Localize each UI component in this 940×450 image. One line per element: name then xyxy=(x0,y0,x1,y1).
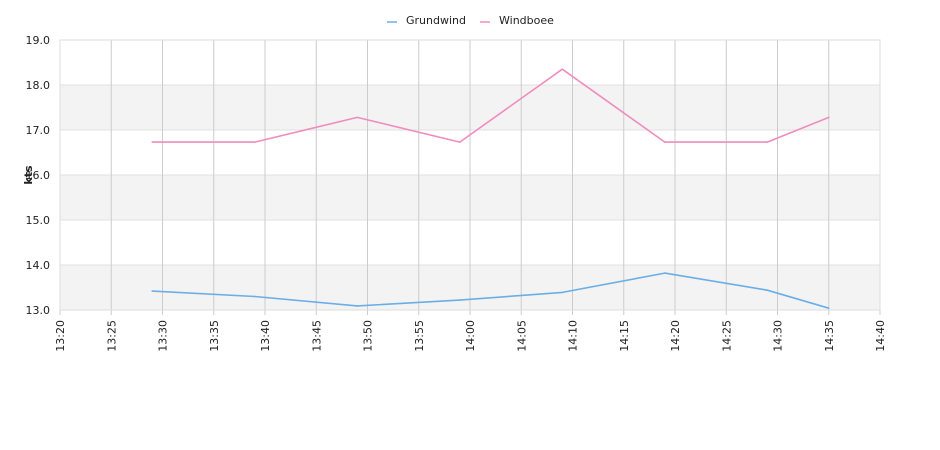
x-tick-label: 14:00 xyxy=(464,320,477,352)
x-tick-label: 13:50 xyxy=(362,320,375,352)
x-tick-label: 14:30 xyxy=(772,320,785,352)
legend[interactable]: Grundwind Windboee xyxy=(387,14,554,27)
y-axis-tick-labels: 13.0 14.0 15.0 16.0 17.0 18.0 19.0 xyxy=(26,34,51,317)
data-point[interactable] xyxy=(253,295,256,298)
legend-item-windboee[interactable]: Windboee xyxy=(480,14,554,27)
data-point[interactable] xyxy=(663,272,666,274)
data-point[interactable] xyxy=(766,289,769,292)
series-lines xyxy=(151,68,830,310)
legend-item-grundwind[interactable]: Grundwind xyxy=(387,14,466,27)
plot-area-border xyxy=(59,39,881,311)
x-tick-label: 13:45 xyxy=(310,320,323,352)
x-tick-label: 14:20 xyxy=(669,320,682,352)
x-axis-tick-labels: 13:20 13:25 13:30 13:35 13:40 13:45 13:50 13:55… xyxy=(54,320,887,352)
data-point[interactable] xyxy=(561,68,564,71)
data-point[interactable] xyxy=(827,307,830,310)
y-axis-title: kts xyxy=(22,165,35,185)
y-tick-label: 13.0 xyxy=(26,304,51,317)
data-point[interactable] xyxy=(151,141,154,143)
data-point[interactable] xyxy=(458,141,461,143)
y-tick-label: 19.0 xyxy=(26,34,51,47)
x-tick-label: 14:25 xyxy=(720,320,733,352)
x-tick-label: 14:15 xyxy=(618,320,631,352)
x-tick-label: 13:35 xyxy=(208,320,221,352)
series-line-windboee[interactable] xyxy=(152,68,830,143)
y-tick-label: 14.0 xyxy=(26,259,51,272)
y-tick-label: 18.0 xyxy=(26,79,51,92)
x-tick-label: 13:25 xyxy=(105,320,118,352)
y-tick-label: 15.0 xyxy=(26,214,51,227)
legend-label: Grundwind xyxy=(406,14,466,27)
data-point[interactable] xyxy=(151,290,154,292)
data-point[interactable] xyxy=(561,291,564,294)
x-tick-label: 14:10 xyxy=(567,320,580,352)
x-tick-label: 13:55 xyxy=(413,320,426,352)
x-tick-label: 14:40 xyxy=(874,320,887,352)
data-point[interactable] xyxy=(663,141,666,143)
x-tick-label: 14:05 xyxy=(515,320,528,352)
legend-label: Windboee xyxy=(499,14,554,27)
data-point[interactable] xyxy=(458,299,461,301)
series-line-grundwind[interactable] xyxy=(152,272,830,309)
x-tick-label: 13:30 xyxy=(157,320,170,352)
data-point[interactable] xyxy=(356,116,359,119)
x-tick-label: 13:40 xyxy=(259,320,272,352)
data-point[interactable] xyxy=(253,141,256,143)
x-tick-label: 14:35 xyxy=(823,320,836,352)
data-point[interactable] xyxy=(766,141,769,143)
x-tick-label: 13:20 xyxy=(54,320,67,352)
y-tick-label: 17.0 xyxy=(26,124,51,137)
data-point[interactable] xyxy=(827,116,830,119)
data-point[interactable] xyxy=(356,305,359,307)
y-tick-label: 16.0 xyxy=(26,169,51,182)
